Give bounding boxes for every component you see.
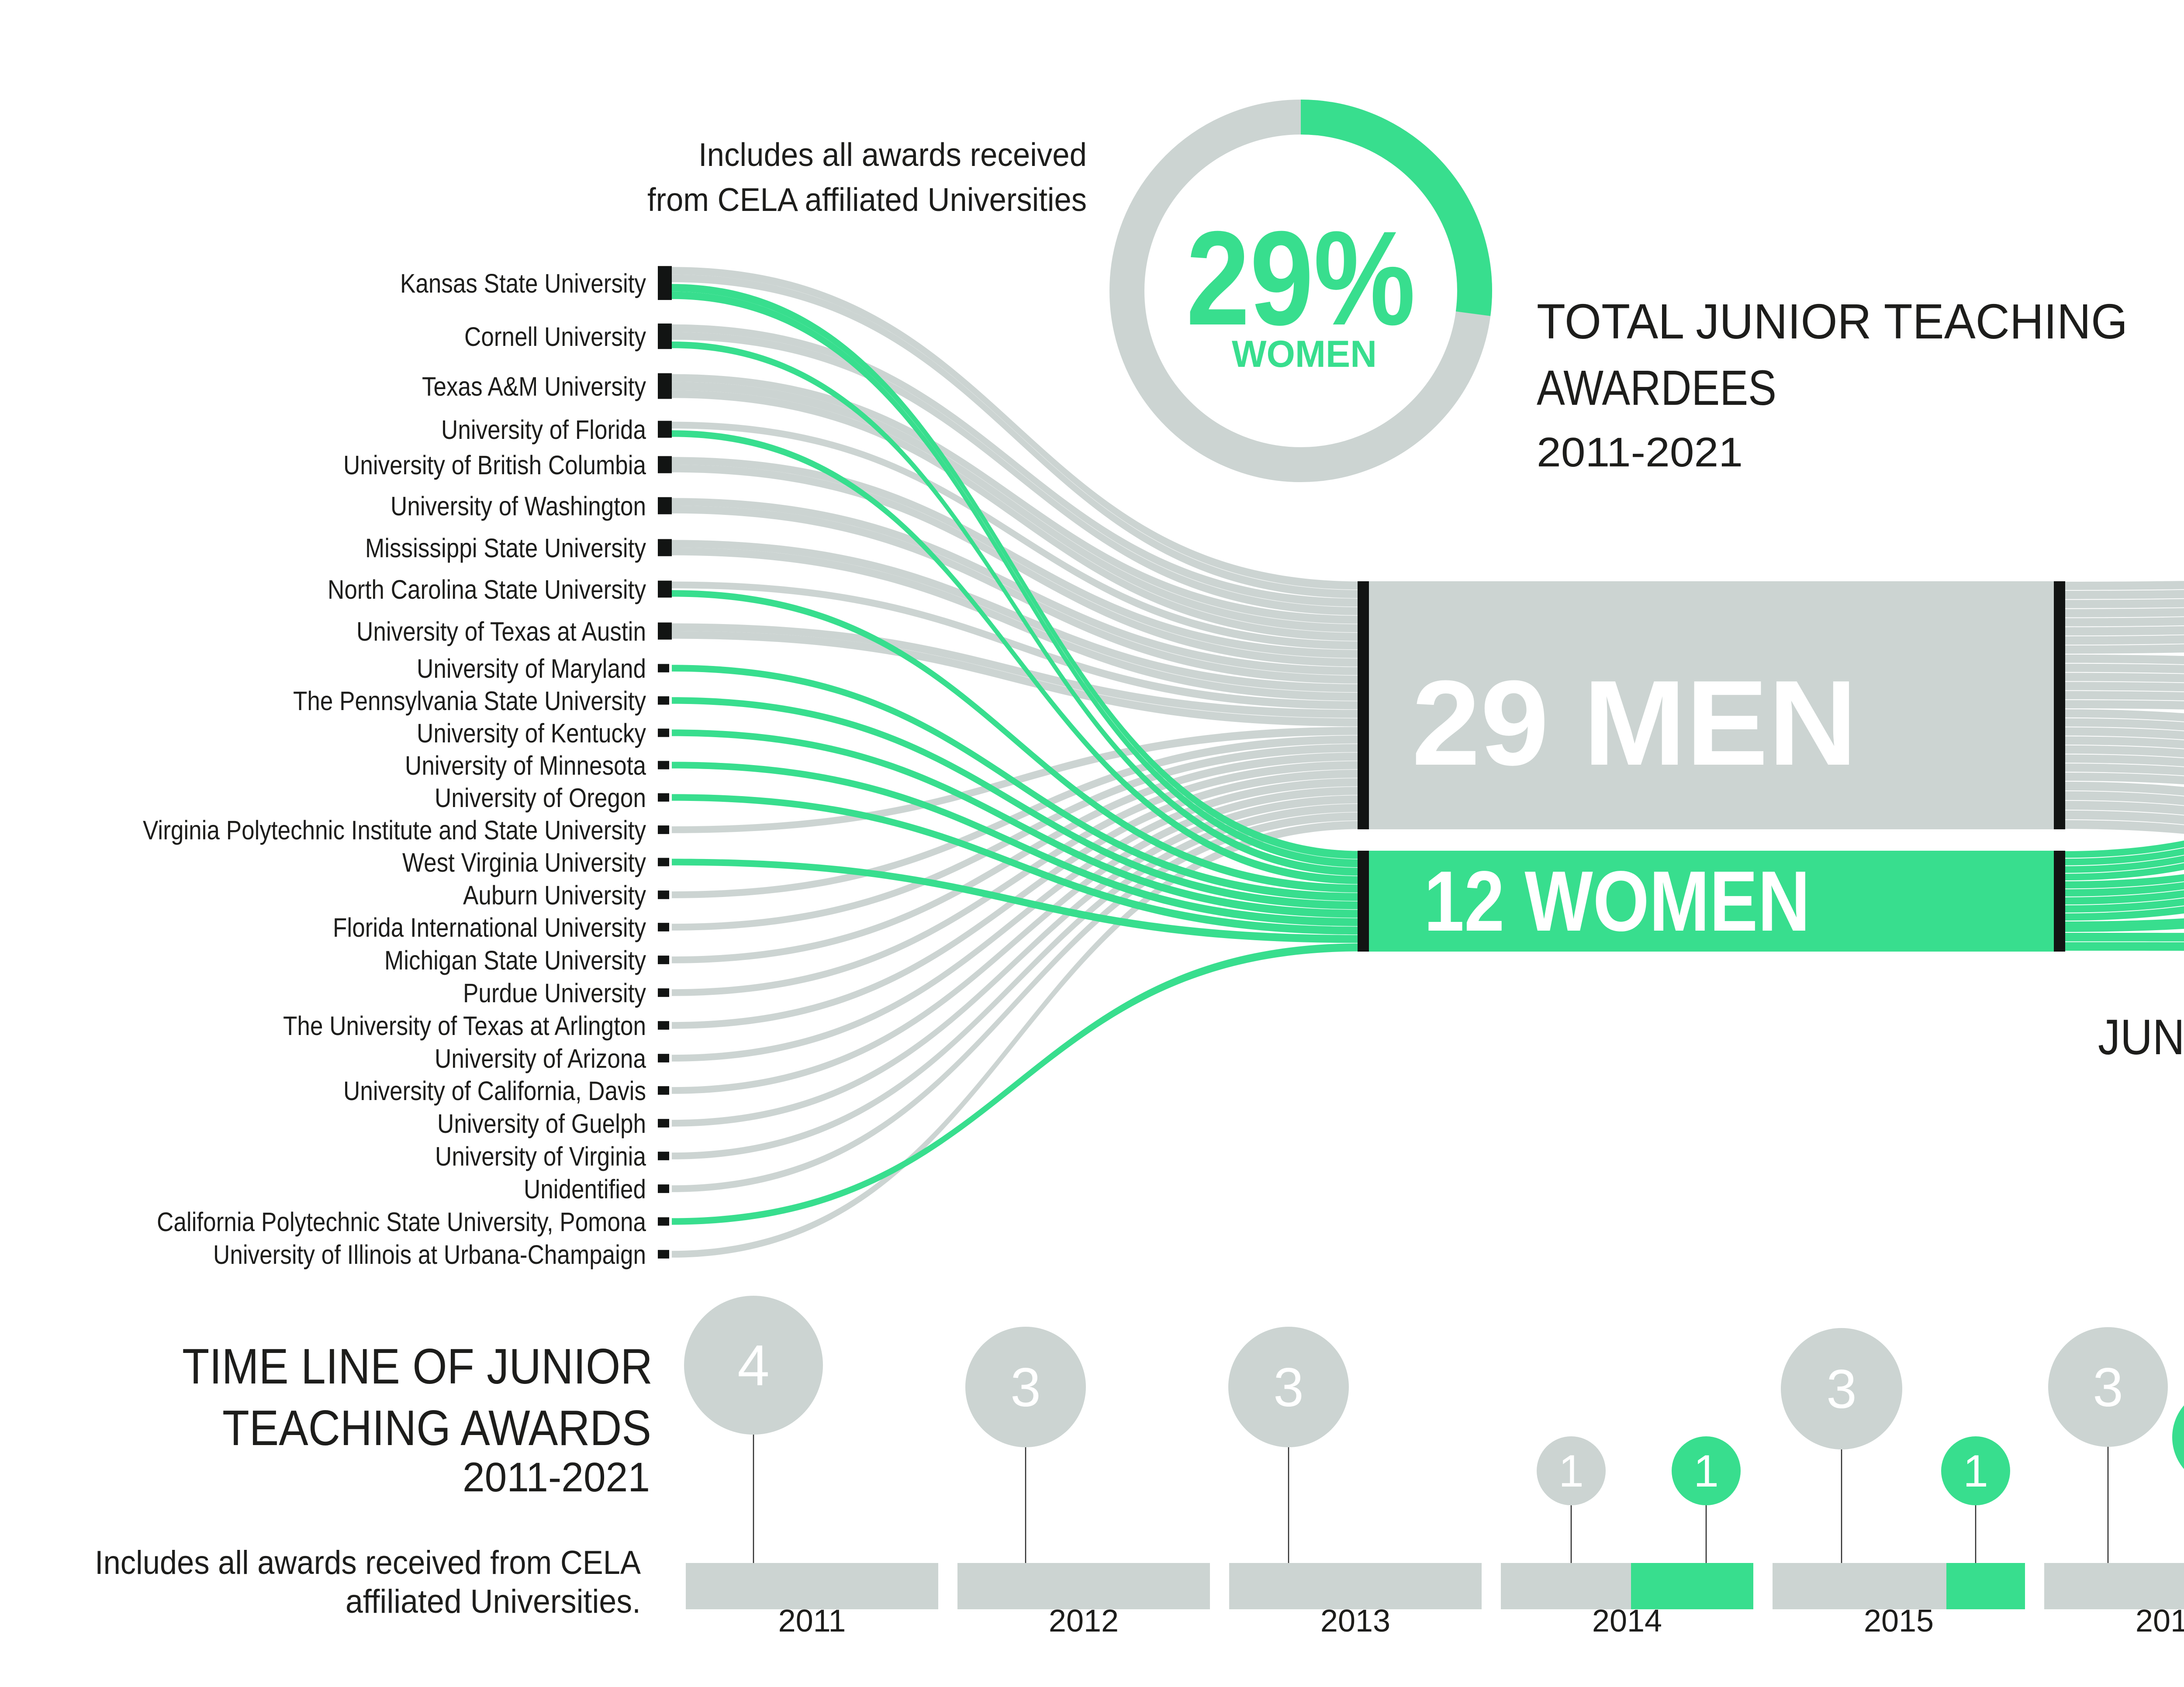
svg-text:University of Texas at Austin: University of Texas at Austin xyxy=(356,617,646,646)
svg-text:TEACHING AWARDS: TEACHING AWARDS xyxy=(222,1401,651,1456)
svg-text:Kansas State University: Kansas State University xyxy=(400,269,646,298)
svg-text:University of Washington: University of Washington xyxy=(390,491,646,521)
svg-text:3: 3 xyxy=(2093,1357,2123,1418)
svg-text:University of Florida: University of Florida xyxy=(441,415,646,445)
svg-text:1: 1 xyxy=(1963,1446,1988,1497)
svg-text:29 MEN: 29 MEN xyxy=(1412,655,1857,790)
svg-text:Includes all awards received: Includes all awards received xyxy=(698,136,1087,173)
svg-text:3: 3 xyxy=(1826,1359,1857,1420)
svg-text:2013: 2013 xyxy=(1320,1604,1390,1639)
svg-text:Includes all awards received f: Includes all awards received from CELA xyxy=(95,1544,641,1581)
svg-text:2012: 2012 xyxy=(1049,1604,1119,1639)
svg-text:The University of Texas at Arl: The University of Texas at Arlington xyxy=(283,1011,646,1041)
svg-text:2011: 2011 xyxy=(778,1604,846,1639)
svg-text:University of Illinois at Urba: University of Illinois at Urbana-Champai… xyxy=(213,1240,646,1270)
svg-text:1: 1 xyxy=(1559,1446,1584,1497)
svg-text:29%: 29% xyxy=(1186,204,1416,353)
svg-text:University of Maryland: University of Maryland xyxy=(417,654,646,683)
svg-text:The Pennsylvania State Univers: The Pennsylvania State University xyxy=(293,686,646,716)
svg-text:Michigan State University: Michigan State University xyxy=(384,945,646,975)
svg-text:University of Minnesota: University of Minnesota xyxy=(405,751,646,780)
svg-text:Auburn University: Auburn University xyxy=(463,880,646,910)
svg-text:2011-2021: 2011-2021 xyxy=(1537,429,1743,476)
svg-text:University of Guelph: University of Guelph xyxy=(437,1109,646,1138)
svg-text:3: 3 xyxy=(1010,1357,1041,1418)
svg-text:West Virginia University: West Virginia University xyxy=(402,848,646,877)
svg-text:WOMEN: WOMEN xyxy=(1232,333,1377,375)
svg-text:Cornell University: Cornell University xyxy=(464,322,646,352)
svg-text:Texas A&M University: Texas A&M University xyxy=(422,372,646,401)
svg-text:affiliated Universities.: affiliated Universities. xyxy=(346,1583,641,1620)
svg-text:2015: 2015 xyxy=(1864,1604,1934,1639)
svg-text:4: 4 xyxy=(737,1333,769,1397)
svg-text:from CELA affiliated Universit: from CELA affiliated Universities xyxy=(647,181,1087,218)
svg-text:Virginia Polytechnic Institute: Virginia Polytechnic Institute and State… xyxy=(143,815,646,845)
svg-text:AWARDEES: AWARDEES xyxy=(1537,360,1776,415)
svg-text:Mississippi State University: Mississippi State University xyxy=(365,533,646,563)
svg-text:1: 1 xyxy=(1693,1446,1719,1497)
svg-text:3: 3 xyxy=(1273,1357,1304,1418)
svg-text:University of Virginia: University of Virginia xyxy=(435,1142,646,1171)
svg-text:University of Arizona: University of Arizona xyxy=(435,1044,646,1073)
svg-text:12 WOMEN: 12 WOMEN xyxy=(1424,853,1810,949)
svg-text:University of Kentucky: University of Kentucky xyxy=(417,718,646,748)
svg-text:Unidentified: Unidentified xyxy=(524,1174,646,1204)
svg-text:Florida International Universi: Florida International University xyxy=(333,913,646,942)
svg-text:University of Oregon: University of Oregon xyxy=(435,783,646,813)
svg-text:2014: 2014 xyxy=(1592,1604,1662,1639)
svg-text:2011-2021: 2011-2021 xyxy=(463,1454,650,1501)
svg-text:JUNIOR TEACHING AWARDEES: JUNIOR TEACHING AWARDEES xyxy=(2098,1010,2184,1065)
svg-text:TOTAL JUNIOR TEACHING: TOTAL JUNIOR TEACHING xyxy=(1537,294,2128,349)
svg-text:University of California, Davi: University of California, Davis xyxy=(343,1076,646,1106)
svg-text:Purdue University: Purdue University xyxy=(463,978,646,1008)
svg-text:California Polytechnic State U: California Polytechnic State University,… xyxy=(157,1207,646,1237)
svg-text:TIME LINE OF JUNIOR: TIME LINE OF JUNIOR xyxy=(182,1339,653,1394)
svg-text:2016: 2016 xyxy=(2136,1604,2184,1639)
svg-text:University of British Columbia: University of British Columbia xyxy=(343,450,646,480)
svg-text:North Carolina State Universit: North Carolina State University xyxy=(328,575,646,604)
